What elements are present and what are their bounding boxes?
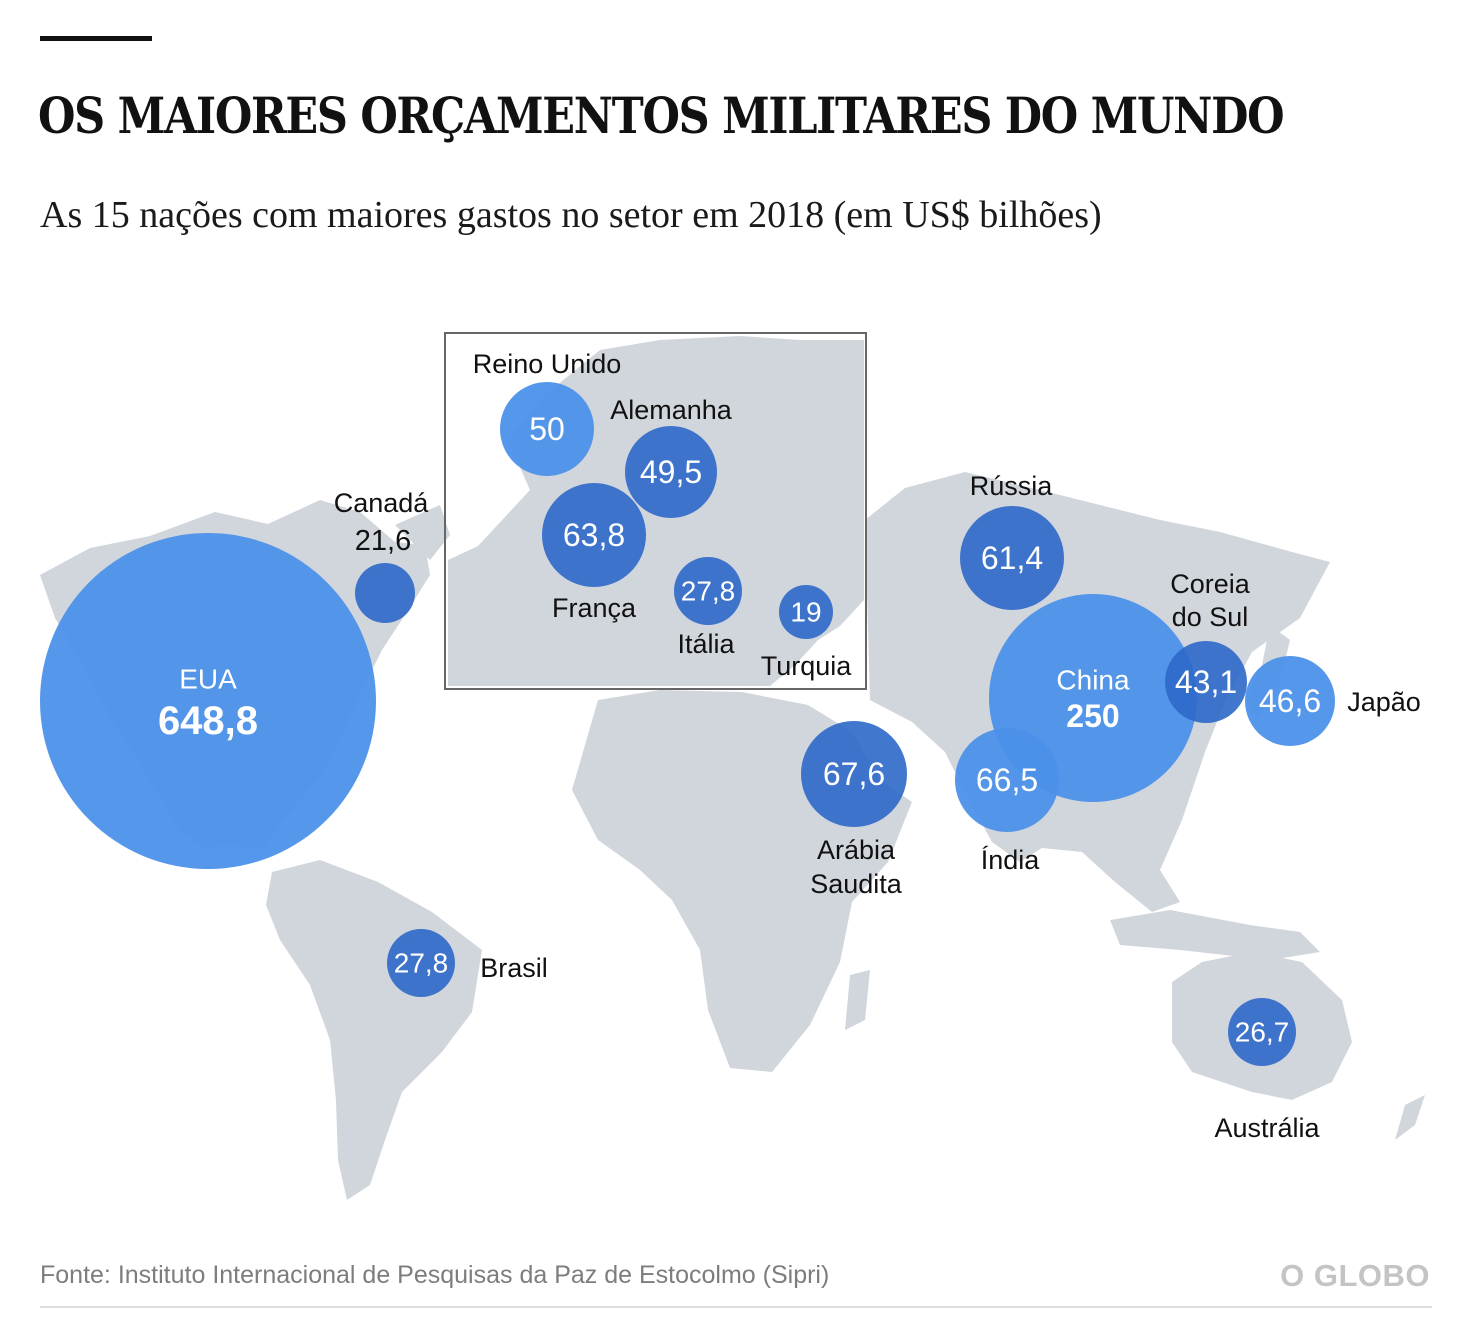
value-label-china: 250 — [1066, 698, 1119, 734]
country-label-eua: EUA — [179, 664, 237, 695]
landmass-madagascar — [845, 970, 870, 1030]
bubble-brasil — [387, 929, 455, 997]
country-label-coreia-do-sul-1: Coreia — [1170, 569, 1251, 599]
country-label-arabia-saudita-1: Arábia — [817, 835, 896, 865]
bubble-india — [955, 728, 1059, 832]
landmass-new-zealand — [1395, 1095, 1425, 1140]
country-label-china: China — [1056, 665, 1130, 696]
europe-inset-frame — [444, 332, 867, 690]
landmass-south-america — [266, 860, 482, 1200]
bottom-rule — [40, 1306, 1432, 1308]
country-label-india: Índia — [981, 845, 1041, 875]
value-label-india: 66,5 — [976, 762, 1038, 798]
bubble-coreia-do-sul — [1165, 641, 1247, 723]
value-label-japao: 46,6 — [1259, 683, 1321, 719]
top-rule — [40, 36, 152, 41]
chart-title: OS MAIORES ORÇAMENTOS MILITARES DO MUNDO — [38, 86, 1285, 145]
bubble-alemanha — [625, 426, 717, 518]
value-label-eua: 648,8 — [158, 699, 258, 743]
bubble-turquia — [779, 585, 833, 639]
country-label-coreia-do-sul-2: do Sul — [1172, 602, 1249, 632]
value-label-franca: 63,8 — [563, 517, 625, 553]
country-label-alemanha: Alemanha — [610, 395, 733, 425]
bubble-japao — [1245, 656, 1335, 746]
value-label-coreia-do-sul: 43,1 — [1175, 664, 1237, 700]
country-label-australia: Austrália — [1214, 1113, 1320, 1143]
chart-subtitle: As 15 nações com maiores gastos no setor… — [40, 194, 1102, 236]
landmass-indonesia — [1110, 910, 1320, 960]
value-label-turquia: 19 — [790, 597, 821, 628]
country-label-reino-unido: Reino Unido — [473, 349, 622, 379]
bubble-arabia-saudita — [801, 721, 907, 827]
o-globo-logo: O GLOBO — [1280, 1258, 1430, 1293]
bubble-reino-unido — [500, 382, 594, 476]
value-label-australia: 26,7 — [1235, 1017, 1290, 1048]
value-label-italia: 27,8 — [681, 576, 736, 607]
bubble-canada — [355, 563, 415, 623]
country-label-canada: Canadá — [334, 488, 430, 518]
value-label-reino-unido: 50 — [529, 411, 565, 447]
value-label-russia: 61,4 — [981, 540, 1043, 576]
bubble-franca — [542, 483, 646, 587]
source-note: Fonte: Instituto Internacional de Pesqui… — [40, 1261, 830, 1289]
country-label-arabia-saudita-2: Saudita — [810, 869, 903, 899]
bubble-italia — [674, 557, 742, 625]
bubble-eua — [40, 533, 376, 869]
country-label-japao: Japão — [1347, 687, 1421, 717]
country-label-franca: França — [552, 593, 637, 623]
value-label-canada: 21,6 — [355, 525, 411, 557]
value-label-alemanha: 49,5 — [640, 454, 702, 490]
value-label-arabia-saudita: 67,6 — [823, 756, 885, 792]
bubble-russia — [960, 506, 1064, 610]
bubbles-layer — [40, 382, 1335, 1066]
country-label-italia: Itália — [677, 629, 735, 659]
bubble-australia — [1228, 998, 1296, 1066]
country-label-brasil: Brasil — [480, 953, 548, 983]
landmass-greenland — [395, 505, 450, 560]
value-label-brasil: 27,8 — [394, 948, 449, 979]
country-label-turquia: Turquia — [761, 651, 853, 681]
country-label-russia: Rússia — [970, 471, 1054, 501]
